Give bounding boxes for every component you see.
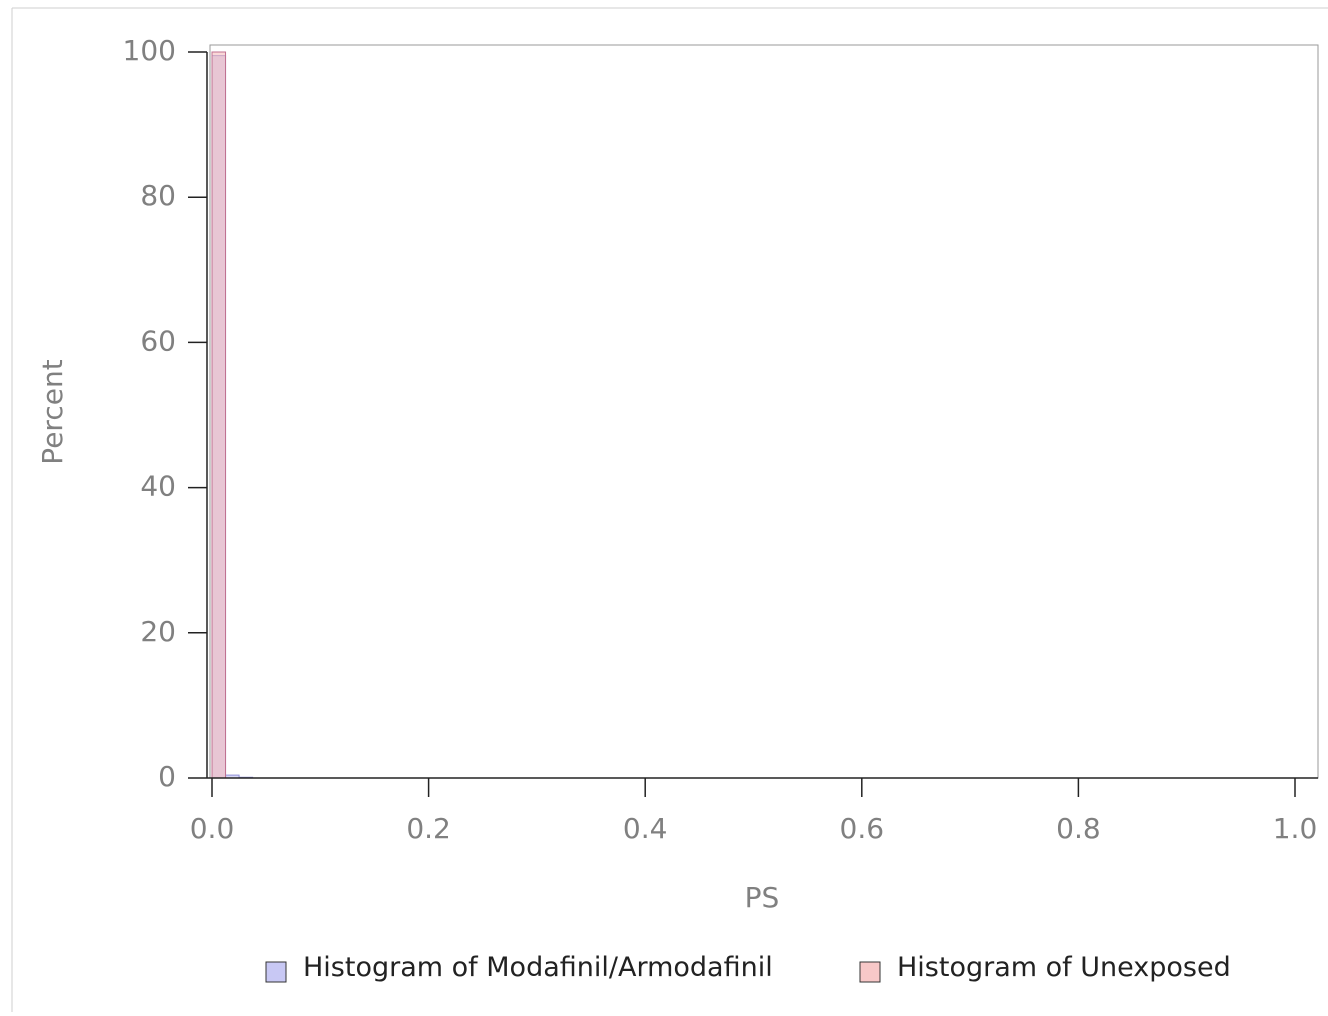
x-tick-label: 0.6	[840, 812, 885, 845]
plot-area	[209, 44, 1319, 779]
legend-swatch-modafinil	[265, 961, 287, 983]
y-tick-label: 80	[140, 179, 176, 212]
y-tick-label: 60	[140, 324, 176, 357]
x-ticks-layer: 0.0 0.2 0.4 0.6 0.8 1.0	[190, 778, 1318, 845]
x-axis-title: PS	[745, 881, 780, 914]
legend-label-modafinil: Histogram of Modafinil/Armodafinil	[303, 952, 773, 983]
y-tick-label: 20	[140, 615, 176, 648]
legend: Histogram of Modafinil/Armodafinil Histo…	[265, 952, 1231, 983]
x-tick-label: 1.0	[1273, 812, 1318, 845]
legend-swatch-unexposed	[859, 961, 881, 983]
y-tick-label: 100	[123, 34, 176, 67]
histogram-bar	[211, 51, 227, 779]
legend-label-unexposed: Histogram of Unexposed	[897, 952, 1231, 983]
y-tick-label: 0	[158, 760, 176, 793]
x-tick-label: 0.2	[406, 812, 451, 845]
y-ticks-layer: 0 20 40 60 80 100	[123, 34, 207, 793]
x-tick-label: 0.0	[190, 812, 235, 845]
y-tick-label: 40	[140, 470, 176, 503]
x-tick-label: 0.8	[1056, 812, 1101, 845]
x-tick-label: 0.4	[623, 812, 668, 845]
y-axis-title: Percent	[36, 359, 69, 464]
